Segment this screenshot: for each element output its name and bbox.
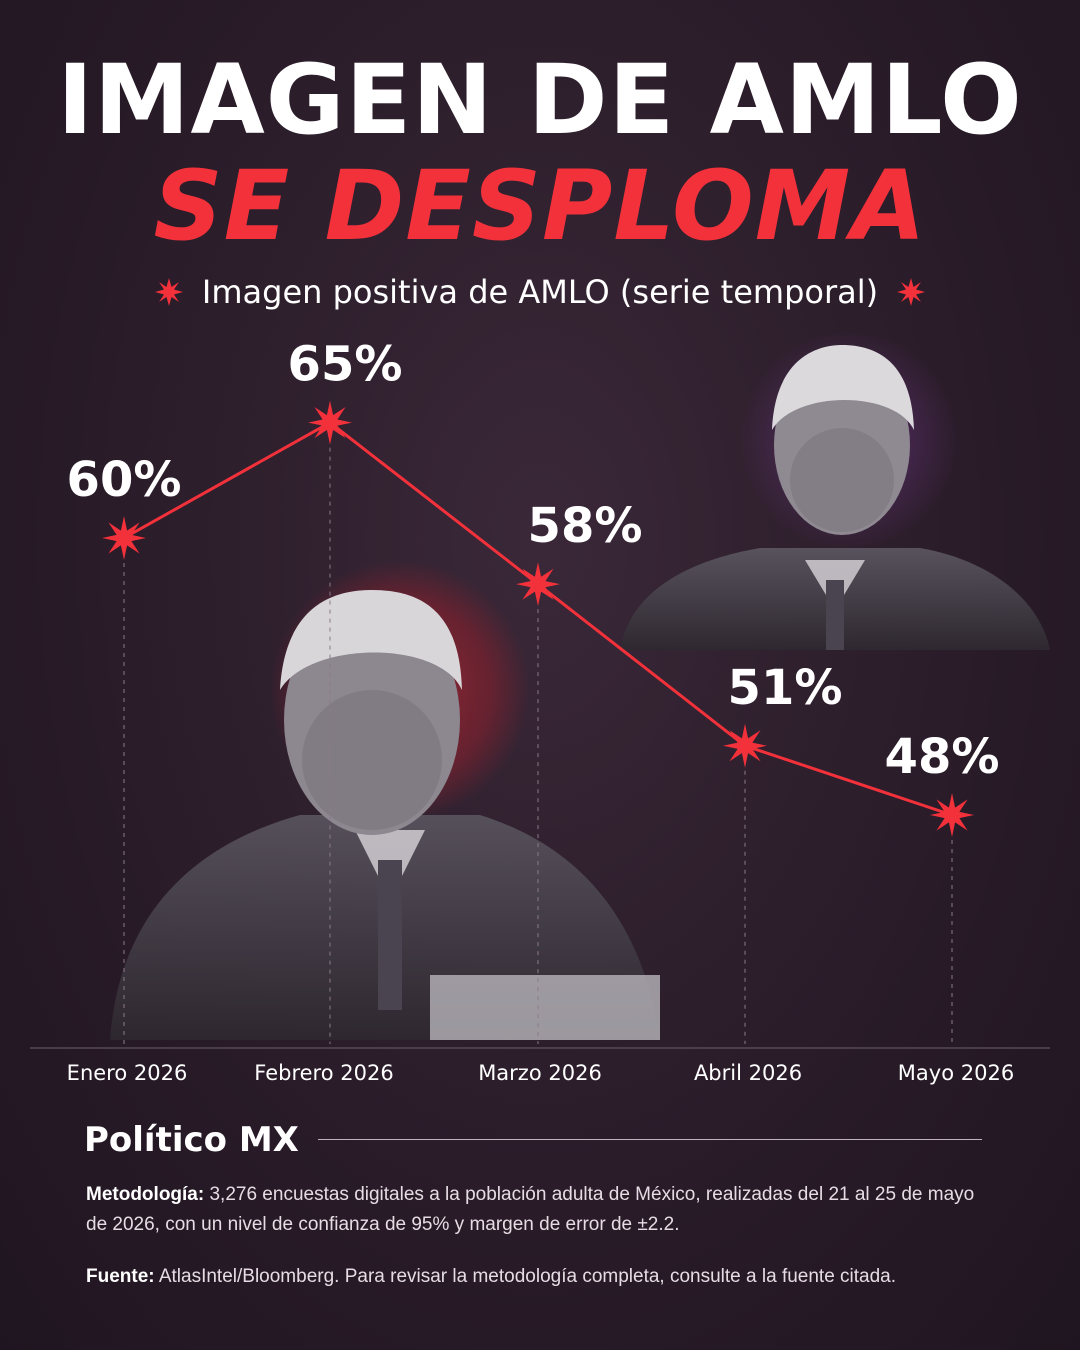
data-point-marker — [930, 793, 974, 837]
x-tick-label: Abril 2026 — [694, 1061, 802, 1085]
methodology-text: 3,276 encuestas digitales a la población… — [86, 1184, 975, 1235]
source-note: Fuente: AtlasIntel/Bloomberg. Para revis… — [86, 1262, 996, 1292]
data-label: 48% — [885, 729, 1000, 785]
headline-line-2: SE DESPLOMA — [153, 150, 927, 262]
source-text: AtlasIntel/Bloomberg. Para revisar la me… — [154, 1266, 897, 1287]
portrait-illustration-small — [620, 330, 1050, 650]
headline-line-1: IMAGEN DE AMLO — [57, 44, 1023, 156]
data-point-marker — [308, 400, 352, 445]
brand-logo-text: Político MX — [84, 1120, 299, 1160]
data-label: 60% — [67, 452, 182, 508]
chart-subtitle: Imagen positiva de AMLO (serie temporal) — [201, 273, 879, 311]
vertical-guides — [123, 438, 953, 1044]
x-tick-labels: Enero 2026 Febrero 2026 Marzo 2026 Abril 20… — [67, 1061, 1015, 1085]
data-point-marker — [102, 516, 146, 560]
data-labels: 60% 65% 58% 51% 48% — [67, 337, 1000, 785]
data-label: 65% — [288, 337, 403, 393]
starburst-icon — [897, 278, 926, 306]
line-chart: 60% 65% 58% 51% 48% Enero 2026 Febrero 2026 Ma… — [30, 330, 1050, 1085]
data-label: 58% — [528, 498, 643, 554]
methodology-note: Metodología: 3,276 encuestas digitales a… — [86, 1180, 996, 1240]
x-tick-label: Febrero 2026 — [254, 1061, 393, 1085]
data-label: 51% — [728, 660, 843, 716]
brand-divider — [318, 1139, 982, 1140]
chart-subtitle-row: Imagen positiva de AMLO (serie temporal) — [0, 270, 1080, 314]
x-tick-label: Marzo 2026 — [478, 1061, 602, 1085]
series-markers — [102, 400, 974, 837]
x-tick-label: Mayo 2026 — [898, 1061, 1014, 1085]
source-label: Fuente: — [86, 1266, 155, 1287]
methodology-label: Metodología: — [86, 1184, 205, 1205]
x-tick-label: Enero 2026 — [67, 1061, 188, 1085]
portrait-illustration-large — [110, 560, 660, 1040]
data-point-marker — [723, 723, 767, 768]
data-point-marker — [516, 562, 560, 607]
starburst-icon — [154, 278, 183, 306]
